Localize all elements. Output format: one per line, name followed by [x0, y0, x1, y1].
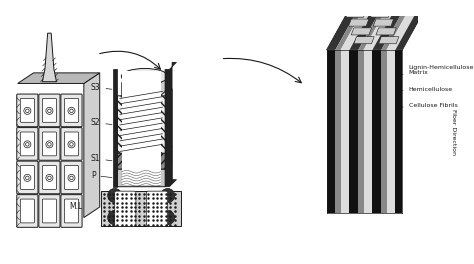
- Polygon shape: [101, 191, 181, 227]
- Text: Lignin-Hemicellulose
Matrix: Lignin-Hemicellulose Matrix: [402, 65, 474, 76]
- FancyBboxPatch shape: [115, 191, 136, 227]
- Polygon shape: [122, 71, 161, 185]
- Polygon shape: [341, 50, 349, 213]
- Polygon shape: [118, 146, 172, 169]
- FancyBboxPatch shape: [64, 166, 79, 189]
- Polygon shape: [349, 50, 358, 213]
- Polygon shape: [364, 50, 373, 213]
- FancyBboxPatch shape: [39, 195, 60, 227]
- Polygon shape: [348, 19, 369, 26]
- Polygon shape: [386, 50, 395, 213]
- FancyBboxPatch shape: [20, 166, 35, 189]
- FancyBboxPatch shape: [20, 199, 35, 223]
- Polygon shape: [165, 62, 176, 187]
- Polygon shape: [395, 50, 402, 213]
- Circle shape: [108, 188, 122, 202]
- FancyBboxPatch shape: [64, 132, 79, 156]
- Polygon shape: [346, 10, 366, 17]
- Polygon shape: [341, 10, 372, 50]
- Polygon shape: [371, 10, 391, 17]
- FancyBboxPatch shape: [64, 98, 79, 122]
- FancyBboxPatch shape: [17, 94, 38, 127]
- FancyBboxPatch shape: [61, 94, 82, 127]
- FancyBboxPatch shape: [39, 161, 60, 194]
- FancyBboxPatch shape: [17, 195, 38, 227]
- Text: Fiber Direction: Fiber Direction: [451, 109, 456, 154]
- FancyBboxPatch shape: [39, 128, 60, 160]
- Polygon shape: [381, 10, 409, 50]
- Circle shape: [108, 210, 122, 225]
- Polygon shape: [118, 162, 172, 187]
- FancyBboxPatch shape: [146, 191, 168, 227]
- Circle shape: [161, 188, 175, 202]
- FancyBboxPatch shape: [39, 94, 60, 127]
- Text: Cellulose Fibrils: Cellulose Fibrils: [402, 103, 457, 108]
- Polygon shape: [18, 73, 100, 83]
- Polygon shape: [358, 10, 386, 50]
- Text: S2: S2: [91, 118, 112, 127]
- FancyBboxPatch shape: [20, 132, 35, 156]
- Polygon shape: [379, 37, 399, 44]
- Circle shape: [161, 210, 175, 225]
- FancyBboxPatch shape: [42, 98, 56, 122]
- FancyBboxPatch shape: [20, 98, 35, 122]
- Polygon shape: [373, 10, 403, 50]
- Polygon shape: [327, 50, 335, 213]
- Polygon shape: [354, 37, 374, 44]
- Polygon shape: [351, 28, 372, 35]
- Text: S1: S1: [91, 154, 112, 163]
- FancyBboxPatch shape: [42, 132, 56, 156]
- FancyBboxPatch shape: [61, 195, 82, 227]
- Polygon shape: [376, 28, 396, 35]
- FancyBboxPatch shape: [42, 199, 56, 223]
- FancyBboxPatch shape: [64, 199, 79, 223]
- Polygon shape: [364, 10, 394, 50]
- Polygon shape: [381, 50, 386, 213]
- FancyBboxPatch shape: [61, 161, 82, 194]
- FancyBboxPatch shape: [17, 161, 38, 194]
- Text: Hemicellulose: Hemicellulose: [402, 87, 453, 92]
- Polygon shape: [374, 19, 393, 26]
- FancyBboxPatch shape: [42, 166, 56, 189]
- Polygon shape: [122, 76, 168, 96]
- Polygon shape: [386, 10, 418, 50]
- Polygon shape: [358, 50, 364, 213]
- Ellipse shape: [121, 68, 168, 84]
- Polygon shape: [84, 73, 100, 218]
- Polygon shape: [118, 89, 172, 153]
- Text: S3: S3: [91, 83, 112, 92]
- Text: M.L: M.L: [69, 202, 82, 211]
- FancyBboxPatch shape: [17, 128, 38, 160]
- Text: P: P: [91, 171, 112, 180]
- Polygon shape: [395, 10, 424, 50]
- Polygon shape: [327, 10, 357, 50]
- Polygon shape: [349, 10, 380, 50]
- Polygon shape: [335, 10, 363, 50]
- Polygon shape: [335, 50, 341, 213]
- Polygon shape: [42, 33, 56, 82]
- Polygon shape: [113, 69, 118, 187]
- FancyBboxPatch shape: [61, 128, 82, 160]
- Polygon shape: [373, 50, 381, 213]
